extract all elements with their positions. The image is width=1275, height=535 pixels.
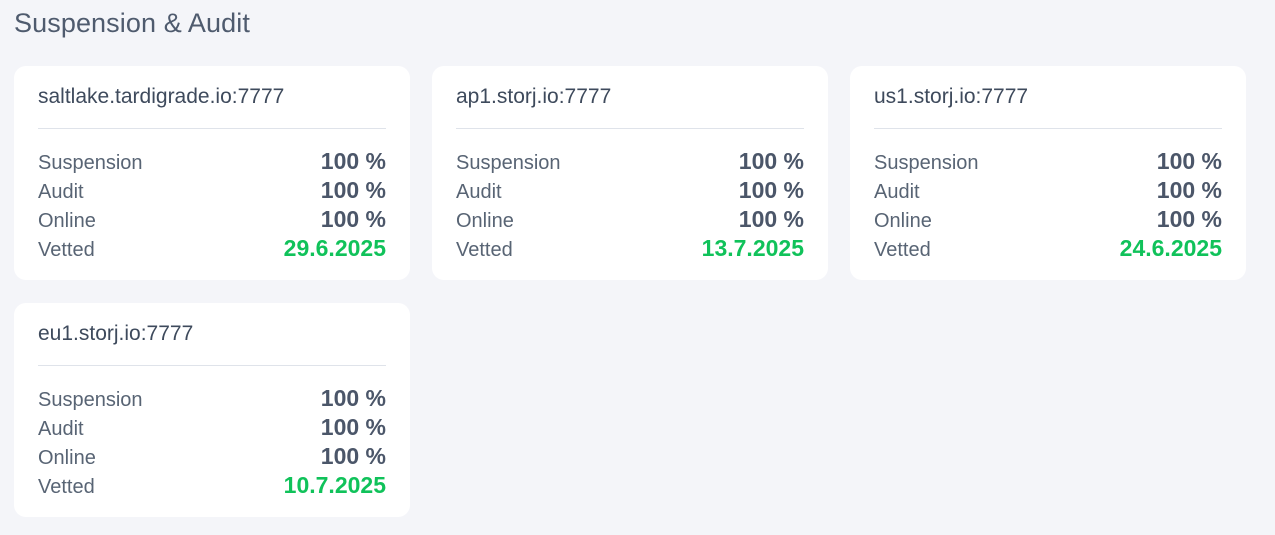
audit-value: 100 % bbox=[1156, 177, 1222, 203]
stat-row-audit: Audit 100 % bbox=[874, 176, 1222, 205]
audit-label: Audit bbox=[38, 418, 84, 440]
stat-row-online: Online 100 % bbox=[874, 205, 1222, 234]
online-label: Online bbox=[38, 447, 96, 469]
stat-row-suspension: Suspension 100 % bbox=[456, 147, 804, 176]
satellite-host: eu1.storj.io:7777 bbox=[38, 322, 194, 345]
stat-row-suspension: Suspension 100 % bbox=[874, 147, 1222, 176]
satellite-host: ap1.storj.io:7777 bbox=[456, 85, 612, 108]
suspension-label: Suspension bbox=[38, 389, 143, 411]
satellite-card: ap1.storj.io:7777 Suspension 100 % Audit… bbox=[432, 66, 828, 280]
online-value: 100 % bbox=[320, 206, 386, 232]
vetted-date: 24.6.2025 bbox=[1119, 235, 1222, 261]
audit-value: 100 % bbox=[738, 177, 804, 203]
card-divider bbox=[456, 128, 804, 129]
stat-row-suspension: Suspension 100 % bbox=[38, 384, 386, 413]
vetted-label: Vetted bbox=[38, 476, 95, 498]
stat-row-vetted: Vetted 29.6.2025 bbox=[38, 234, 386, 263]
vetted-date: 10.7.2025 bbox=[283, 472, 386, 498]
suspension-label: Suspension bbox=[456, 152, 561, 174]
suspension-value: 100 % bbox=[320, 148, 386, 174]
vetted-date: 13.7.2025 bbox=[701, 235, 804, 261]
suspension-label: Suspension bbox=[38, 152, 143, 174]
audit-label: Audit bbox=[456, 181, 502, 203]
card-divider bbox=[874, 128, 1222, 129]
audit-value: 100 % bbox=[320, 414, 386, 440]
stat-row-online: Online 100 % bbox=[38, 442, 386, 471]
suspension-value: 100 % bbox=[1156, 148, 1222, 174]
stat-row-audit: Audit 100 % bbox=[38, 176, 386, 205]
satellite-card: us1.storj.io:7777 Suspension 100 % Audit… bbox=[850, 66, 1246, 280]
stat-row-vetted: Vetted 10.7.2025 bbox=[38, 471, 386, 500]
satellite-host: us1.storj.io:7777 bbox=[874, 85, 1029, 108]
suspension-value: 100 % bbox=[738, 148, 804, 174]
stat-row-online: Online 100 % bbox=[456, 205, 804, 234]
satellite-card: eu1.storj.io:7777 Suspension 100 % Audit… bbox=[14, 303, 410, 517]
suspension-label: Suspension bbox=[874, 152, 979, 174]
online-value: 100 % bbox=[320, 443, 386, 469]
stat-row-vetted: Vetted 13.7.2025 bbox=[456, 234, 804, 263]
card-divider bbox=[38, 128, 386, 129]
vetted-label: Vetted bbox=[874, 239, 931, 261]
online-value: 100 % bbox=[1156, 206, 1222, 232]
stat-row-suspension: Suspension 100 % bbox=[38, 147, 386, 176]
stat-row-audit: Audit 100 % bbox=[38, 413, 386, 442]
online-label: Online bbox=[874, 210, 932, 232]
card-divider bbox=[38, 365, 386, 366]
online-label: Online bbox=[38, 210, 96, 232]
stat-row-vetted: Vetted 24.6.2025 bbox=[874, 234, 1222, 263]
vetted-label: Vetted bbox=[38, 239, 95, 261]
section-title: Suspension & Audit bbox=[14, 8, 250, 38]
online-value: 100 % bbox=[738, 206, 804, 232]
stat-row-online: Online 100 % bbox=[38, 205, 386, 234]
satellite-host: saltlake.tardigrade.io:7777 bbox=[38, 85, 285, 108]
audit-label: Audit bbox=[874, 181, 920, 203]
satellite-card: saltlake.tardigrade.io:7777 Suspension 1… bbox=[14, 66, 410, 280]
audit-label: Audit bbox=[38, 181, 84, 203]
suspension-value: 100 % bbox=[320, 385, 386, 411]
audit-value: 100 % bbox=[320, 177, 386, 203]
online-label: Online bbox=[456, 210, 514, 232]
satellite-cards-grid: saltlake.tardigrade.io:7777 Suspension 1… bbox=[14, 66, 1254, 517]
vetted-date: 29.6.2025 bbox=[283, 235, 386, 261]
vetted-label: Vetted bbox=[456, 239, 513, 261]
stat-row-audit: Audit 100 % bbox=[456, 176, 804, 205]
